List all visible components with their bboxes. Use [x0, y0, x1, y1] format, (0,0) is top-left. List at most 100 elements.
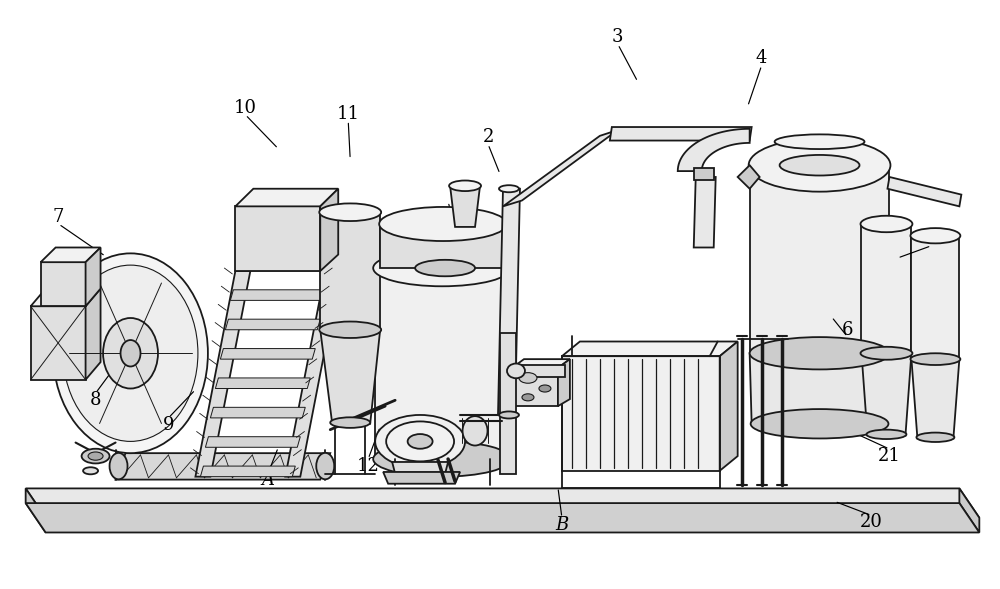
- Polygon shape: [694, 168, 714, 180]
- Polygon shape: [380, 224, 506, 268]
- Ellipse shape: [53, 253, 208, 453]
- Polygon shape: [210, 408, 305, 418]
- Ellipse shape: [316, 453, 334, 479]
- Polygon shape: [26, 503, 979, 532]
- Ellipse shape: [522, 394, 534, 401]
- Text: B: B: [555, 516, 569, 534]
- Polygon shape: [235, 260, 330, 271]
- Ellipse shape: [121, 340, 141, 366]
- Ellipse shape: [539, 385, 551, 392]
- Ellipse shape: [749, 139, 890, 191]
- Polygon shape: [383, 472, 460, 484]
- Polygon shape: [516, 365, 565, 377]
- Text: A: A: [262, 471, 275, 489]
- Ellipse shape: [110, 453, 128, 479]
- Ellipse shape: [415, 260, 475, 276]
- Polygon shape: [959, 488, 979, 532]
- Ellipse shape: [463, 416, 488, 445]
- Ellipse shape: [386, 421, 454, 461]
- Ellipse shape: [751, 409, 888, 438]
- Ellipse shape: [750, 337, 889, 369]
- Ellipse shape: [449, 180, 481, 191]
- Polygon shape: [503, 130, 618, 206]
- Ellipse shape: [103, 318, 158, 389]
- Ellipse shape: [499, 185, 519, 192]
- Ellipse shape: [860, 216, 912, 232]
- Polygon shape: [887, 177, 961, 206]
- Polygon shape: [720, 342, 738, 471]
- Polygon shape: [86, 289, 101, 380]
- Ellipse shape: [408, 434, 433, 449]
- Polygon shape: [861, 224, 911, 353]
- Polygon shape: [562, 356, 720, 471]
- Text: 20: 20: [860, 514, 883, 531]
- Polygon shape: [235, 188, 338, 206]
- Ellipse shape: [780, 155, 860, 176]
- Ellipse shape: [319, 322, 381, 338]
- Polygon shape: [610, 127, 752, 141]
- Ellipse shape: [775, 134, 864, 149]
- Polygon shape: [235, 206, 320, 271]
- Polygon shape: [26, 488, 46, 532]
- Text: 11: 11: [337, 104, 360, 123]
- Text: 12: 12: [357, 457, 380, 475]
- Ellipse shape: [866, 429, 906, 439]
- Polygon shape: [41, 262, 86, 306]
- Polygon shape: [86, 247, 101, 306]
- Text: 9: 9: [163, 416, 174, 434]
- Polygon shape: [200, 466, 295, 477]
- Polygon shape: [392, 462, 448, 474]
- Polygon shape: [911, 236, 959, 359]
- Ellipse shape: [83, 467, 98, 474]
- Ellipse shape: [373, 441, 511, 477]
- Ellipse shape: [330, 418, 370, 428]
- Polygon shape: [285, 271, 340, 477]
- Polygon shape: [320, 188, 338, 271]
- Ellipse shape: [910, 353, 960, 365]
- Polygon shape: [230, 290, 325, 300]
- Polygon shape: [694, 177, 716, 247]
- Polygon shape: [205, 436, 300, 447]
- Polygon shape: [498, 188, 520, 415]
- Ellipse shape: [519, 373, 537, 383]
- Polygon shape: [861, 353, 911, 435]
- Polygon shape: [562, 342, 738, 356]
- Ellipse shape: [916, 432, 954, 442]
- Polygon shape: [195, 271, 250, 477]
- Ellipse shape: [379, 207, 507, 241]
- Polygon shape: [911, 359, 959, 438]
- Ellipse shape: [319, 203, 381, 221]
- Text: 5: 5: [926, 230, 937, 248]
- Ellipse shape: [507, 363, 525, 378]
- Polygon shape: [41, 247, 101, 262]
- Polygon shape: [558, 359, 570, 406]
- Polygon shape: [220, 349, 315, 359]
- Polygon shape: [31, 306, 86, 380]
- Ellipse shape: [63, 265, 198, 441]
- Polygon shape: [750, 353, 889, 423]
- Polygon shape: [31, 289, 101, 306]
- Ellipse shape: [82, 449, 110, 464]
- Ellipse shape: [499, 412, 519, 419]
- Ellipse shape: [860, 347, 912, 360]
- Ellipse shape: [910, 228, 960, 243]
- Polygon shape: [215, 378, 310, 389]
- Polygon shape: [26, 488, 979, 518]
- Text: 6: 6: [842, 321, 853, 339]
- Text: 2: 2: [482, 128, 494, 146]
- Polygon shape: [500, 333, 516, 474]
- Ellipse shape: [375, 415, 465, 468]
- Polygon shape: [320, 330, 380, 423]
- Polygon shape: [678, 129, 750, 171]
- Text: 10: 10: [234, 98, 257, 117]
- Polygon shape: [512, 359, 570, 368]
- Polygon shape: [512, 368, 558, 406]
- Text: 3: 3: [612, 28, 624, 46]
- Ellipse shape: [373, 250, 511, 286]
- Polygon shape: [375, 268, 510, 459]
- Polygon shape: [116, 453, 330, 479]
- Text: 1: 1: [450, 215, 462, 233]
- Polygon shape: [450, 186, 480, 227]
- Text: 7: 7: [53, 208, 64, 226]
- Ellipse shape: [88, 452, 103, 460]
